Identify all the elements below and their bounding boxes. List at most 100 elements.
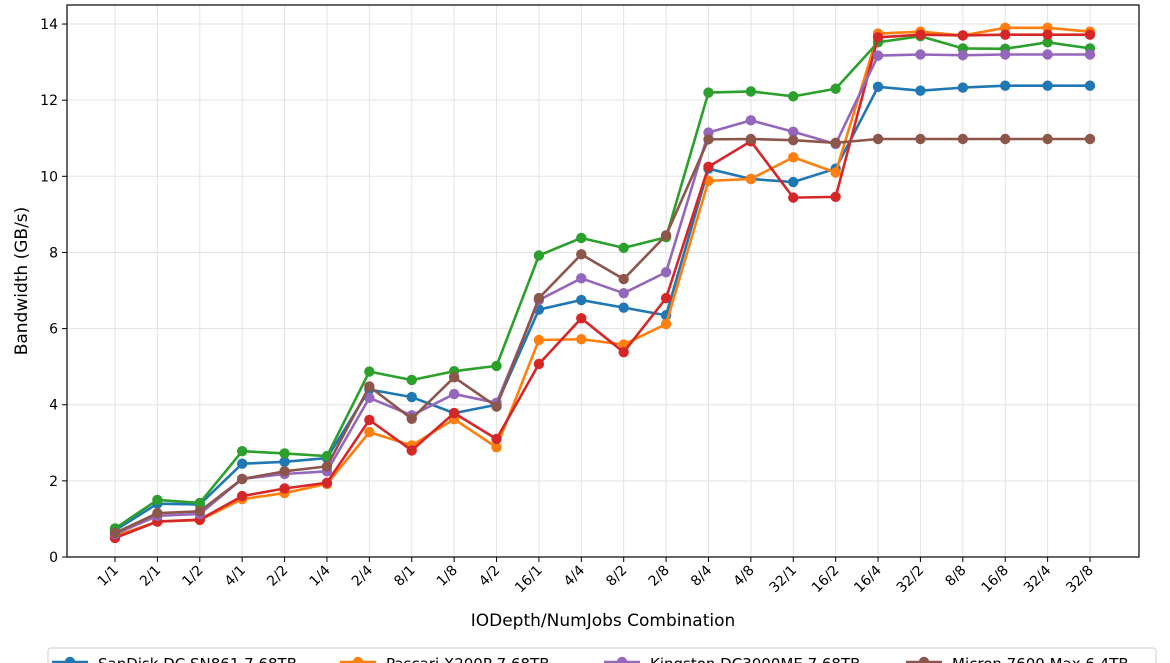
series-point xyxy=(915,29,926,40)
series-point xyxy=(279,466,290,477)
series-point xyxy=(491,442,502,453)
series-point xyxy=(576,334,587,345)
legend-label: Pascari X200P 7.68TB xyxy=(386,655,550,663)
series-point xyxy=(406,445,417,456)
series-point xyxy=(1042,49,1053,60)
series-point xyxy=(321,450,333,462)
series-point xyxy=(618,302,629,313)
series-line xyxy=(114,26,1091,538)
x-axis-label: IODepth/NumJobs Combination xyxy=(471,611,736,631)
legend-label: SanDisk DC SN861 7.68TB xyxy=(98,655,297,663)
series-point xyxy=(448,388,460,400)
series-point xyxy=(321,477,333,488)
series-point xyxy=(830,191,841,203)
y-tick-label: 2 xyxy=(49,474,58,490)
legend-entry: Pascari X200P 7.68TB xyxy=(340,655,550,663)
series-point xyxy=(788,192,799,203)
series-point xyxy=(576,313,587,324)
y-axis-label: Bandwidth (GB/s) xyxy=(12,207,32,356)
series-point xyxy=(1042,80,1053,91)
series-point xyxy=(236,490,248,502)
series-line xyxy=(114,34,1091,530)
series-point xyxy=(406,391,417,403)
series-point xyxy=(321,461,333,472)
series-point xyxy=(576,273,587,284)
legend-entry: Kingston DC3000ME 7.68TB xyxy=(604,655,860,663)
series-point xyxy=(194,497,205,509)
series-point xyxy=(915,49,926,60)
series-point xyxy=(957,133,969,145)
series-point xyxy=(152,508,163,519)
series-point xyxy=(915,85,926,96)
series-point xyxy=(872,50,884,61)
y-tick-label: 8 xyxy=(49,245,58,261)
series-point xyxy=(533,292,545,304)
series-point xyxy=(1000,49,1011,60)
series-point xyxy=(1042,133,1053,145)
series-point xyxy=(491,401,502,412)
series-point xyxy=(1000,80,1011,91)
legend-entry: Micron 7600 Max 6.4TB xyxy=(906,655,1129,663)
series-point xyxy=(788,152,799,163)
series-lines xyxy=(109,22,1096,544)
series-point xyxy=(279,448,290,459)
series-point xyxy=(618,273,629,285)
series-point xyxy=(576,294,587,306)
series-point xyxy=(448,407,460,419)
series-point xyxy=(745,86,757,97)
series-point xyxy=(1042,29,1053,40)
series-point xyxy=(788,91,799,102)
series-point xyxy=(448,372,460,383)
series-point xyxy=(152,494,163,506)
series-point xyxy=(236,473,248,485)
series-line xyxy=(114,84,1090,532)
series-point xyxy=(576,232,587,244)
series-point xyxy=(364,381,375,392)
legend-entry: SanDisk DC SN861 7.68TB xyxy=(52,655,297,663)
series-point xyxy=(745,115,757,126)
y-tick-label: 14 xyxy=(40,17,58,33)
series-point xyxy=(618,242,629,254)
series-point xyxy=(915,133,926,145)
series-point xyxy=(491,433,502,445)
series-point xyxy=(533,334,545,346)
series-point xyxy=(660,267,672,278)
series-point xyxy=(745,173,757,185)
series-point xyxy=(533,250,545,261)
series-point xyxy=(660,318,672,330)
series-line xyxy=(114,137,1090,535)
legend-swatch-marker xyxy=(918,656,930,663)
series-point xyxy=(957,50,969,61)
series-point xyxy=(618,287,629,299)
series-point xyxy=(406,413,417,425)
series-point xyxy=(364,414,375,426)
series-line xyxy=(114,33,1090,540)
series-point xyxy=(364,366,375,377)
series-point xyxy=(364,426,375,438)
series-point xyxy=(788,126,799,137)
series-point xyxy=(788,176,799,188)
series-point xyxy=(872,81,884,93)
legend-label: Micron 7600 Max 6.4TB xyxy=(952,655,1129,663)
y-tick-label: 6 xyxy=(49,322,58,338)
legend-label: Kingston DC3000ME 7.68TB xyxy=(650,655,860,663)
y-tick-label: 12 xyxy=(40,93,58,109)
series-point xyxy=(194,506,205,517)
series-line xyxy=(114,53,1090,536)
series-point xyxy=(1084,133,1096,145)
series-point xyxy=(576,249,587,260)
y-axis-ticks: 0 2 4 6 8 10 12 14 xyxy=(40,17,67,566)
series-point xyxy=(957,30,969,41)
legend-swatch-marker xyxy=(352,656,364,663)
series-point xyxy=(957,82,969,93)
series-point xyxy=(279,483,290,494)
series-point xyxy=(788,134,799,146)
series-point xyxy=(1000,133,1011,145)
series-point xyxy=(236,445,248,457)
series-5 xyxy=(109,133,1096,539)
series-point xyxy=(1000,29,1011,40)
series-point xyxy=(745,133,757,145)
legend: SanDisk DC SN861 7.68TB Pascari X200P 7.6… xyxy=(47,647,1157,663)
series-point xyxy=(872,32,884,43)
